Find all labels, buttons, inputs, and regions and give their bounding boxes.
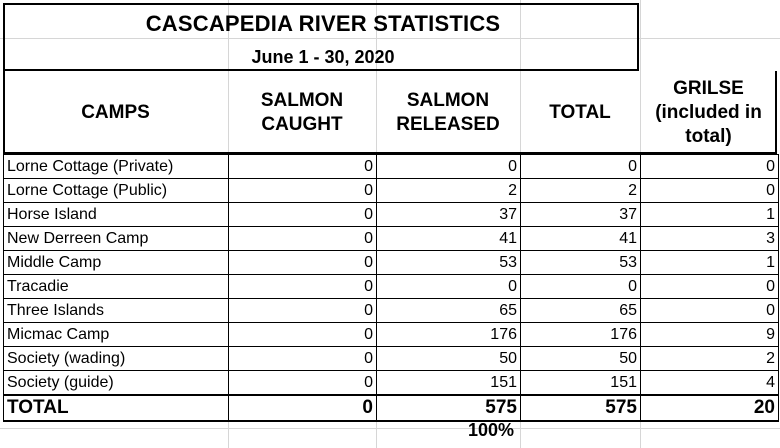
release-percentage: 100% [467,420,514,440]
salmon-released-cell: 37 [376,202,521,227]
camp-name-cell: Tracadie [3,274,229,299]
grilse-cell: 9 [640,322,779,347]
total-salmon-released-cell: 575 [376,394,521,422]
total-camp-name-cell: TOTAL [3,394,229,422]
camp-name-cell: Society (guide) [3,370,229,396]
sheet-subtitle: June 1 - 30, 2020 [251,47,395,67]
camp-name-cell: Lorne Cottage (Private) [3,154,229,179]
stats-table: Lorne Cottage (Private) 0 0 0 0 Lorne Cottage… [3,154,779,422]
salmon-caught-cell: 0 [228,370,377,396]
total-cell: 0 [520,274,641,299]
salmon-released-cell: 41 [376,226,521,251]
total-cell: 37 [520,202,641,227]
grilse-cell: 0 [640,154,779,179]
total-cell: 2 [520,178,641,203]
table-row: New Derreen Camp 0 41 41 3 [3,226,779,251]
grilse-cell: 0 [640,178,779,203]
salmon-released-cell: 176 [376,322,521,347]
total-grilse-cell: 20 [640,394,779,422]
total-cell: 53 [520,250,641,275]
table-row: Micmac Camp 0 176 176 9 [3,322,779,347]
totals-row: TOTAL 0 575 575 20 [3,394,779,422]
camp-name-cell: Micmac Camp [3,322,229,347]
grilse-cell: 3 [640,226,779,251]
total-cell: 41 [520,226,641,251]
table-row: Lorne Cottage (Public) 0 2 2 0 [3,178,779,203]
camp-name-cell: New Derreen Camp [3,226,229,251]
camp-name-cell: Horse Island [3,202,229,227]
total-cell: 176 [520,322,641,347]
header-total: TOTAL [549,101,611,123]
salmon-caught-cell: 0 [228,298,377,323]
total-cell: 151 [520,370,641,396]
salmon-released-cell: 151 [376,370,521,396]
table-row: Horse Island 0 37 37 1 [3,202,779,227]
table-row: Lorne Cottage (Private) 0 0 0 0 [3,154,779,179]
salmon-caught-cell: 0 [228,346,377,371]
salmon-released-cell: 65 [376,298,521,323]
salmon-caught-cell: 0 [228,154,377,179]
table-row: Tracadie 0 0 0 0 [3,274,779,299]
camp-name-cell: Society (wading) [3,346,229,371]
grilse-cell: 0 [640,298,779,323]
header-camps: CAMPS [81,101,150,123]
total-cell: 65 [520,298,641,323]
grilse-cell: 0 [640,274,779,299]
grilse-cell: 1 [640,250,779,275]
camp-name-cell: Middle Camp [3,250,229,275]
table-row: Three Islands 0 65 65 0 [3,298,779,323]
salmon-caught-cell: 0 [228,202,377,227]
salmon-released-cell: 2 [376,178,521,203]
salmon-caught-cell: 0 [228,226,377,251]
total-cell: 50 [520,346,641,371]
salmon-caught-cell: 0 [228,250,377,275]
grilse-cell: 1 [640,202,779,227]
total-cell: 0 [520,154,641,179]
sheet-title: CASCAPEDIA RIVER STATISTICS [145,11,501,36]
salmon-released-cell: 50 [376,346,521,371]
camp-name-cell: Three Islands [3,298,229,323]
grilse-cell: 2 [640,346,779,371]
salmon-caught-cell: 0 [228,178,377,203]
title-block: CASCAPEDIA RIVER STATISTICS June 1 - 30,… [3,3,639,71]
table-row: Society (guide) 0 151 151 4 [3,370,779,396]
header-salmon-released: SALMON RELEASED [396,89,500,135]
salmon-released-cell: 0 [376,154,521,179]
salmon-released-cell: 53 [376,250,521,275]
camp-name-cell: Lorne Cottage (Public) [3,178,229,203]
header-salmon-caught: SALMON CAUGHT [260,89,344,135]
header-row [3,71,777,154]
table-row: Society (wading) 0 50 50 2 [3,346,779,371]
salmon-caught-cell: 0 [228,322,377,347]
grilse-cell: 4 [640,370,779,396]
salmon-released-cell: 0 [376,274,521,299]
table-row: Middle Camp 0 53 53 1 [3,250,779,275]
total-salmon-caught-cell: 0 [228,394,377,422]
header-grilse: GRILSE (included in total) [655,77,762,147]
total-total-cell: 575 [520,394,641,422]
salmon-caught-cell: 0 [228,274,377,299]
